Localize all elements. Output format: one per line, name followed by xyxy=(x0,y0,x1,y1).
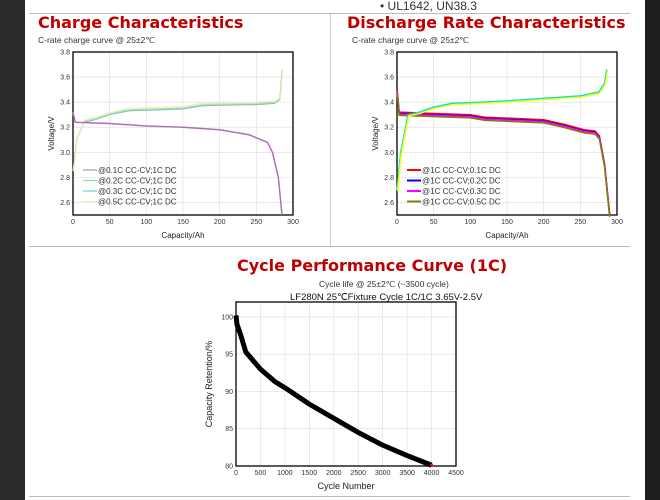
x-tick-label: 2500 xyxy=(350,470,366,477)
y-tick-label: 2.8 xyxy=(384,175,394,182)
x-axis-label: Cycle Number xyxy=(317,481,374,491)
discharge-title: Discharge Rate Characteristics xyxy=(347,13,626,32)
y-tick-label: 3.6 xyxy=(60,75,70,82)
y-tick-label: 100 xyxy=(221,314,233,321)
legend-label: @0.3C CC-CV;1C DC xyxy=(98,187,177,196)
plot-frame xyxy=(396,51,618,216)
cycle-title: Cycle Performance Curve (1C) xyxy=(237,256,508,275)
charge-title: Charge Characteristics xyxy=(38,13,244,32)
x-axis-label: Capacity/Ah xyxy=(485,231,528,240)
x-tick-label: 0 xyxy=(71,219,75,226)
x-tick-label: 100 xyxy=(140,219,152,226)
legend-label: @0.2C CC-CV;1C DC xyxy=(98,177,177,186)
series-line xyxy=(72,70,283,172)
y-tick-label: 3.2 xyxy=(60,125,70,132)
scrollbar-track[interactable] xyxy=(645,0,660,500)
y-tick-label: 3.6 xyxy=(384,75,394,82)
discharge-subtitle: C-rate charge curve @ 25±2℃ xyxy=(352,35,469,45)
x-tick-label: 4000 xyxy=(424,470,440,477)
y-axis-label: Voltage/V xyxy=(371,116,380,151)
y-tick-label: 3.8 xyxy=(384,50,394,57)
y-tick-label: 3.0 xyxy=(384,150,394,157)
y-axis-label: Voltage/V xyxy=(47,116,56,151)
legend-label: @0.1C CC-CV;1C DC xyxy=(98,166,177,175)
x-tick-label: 1500 xyxy=(302,470,318,477)
legend-label: @1C CC-CV;0.1C DC xyxy=(422,166,501,175)
y-axis-label: Capacity Retention/% xyxy=(204,341,214,428)
plot-frame xyxy=(72,51,294,216)
series-line xyxy=(396,70,609,192)
y-tick-label: 85 xyxy=(225,426,233,433)
y-tick-label: 3.4 xyxy=(384,100,394,107)
legend-label: @1C CC-CV;0.5C DC xyxy=(422,198,501,207)
divider xyxy=(29,496,630,497)
divider xyxy=(29,13,630,14)
series-line xyxy=(72,70,283,171)
charge-subtitle: C-rate charge curve @ 25±2℃ xyxy=(38,35,155,45)
cycle-plot-title: LF280N 25℃Fixture Cycle 1C/1C 3.65V-2.5V xyxy=(290,292,483,303)
legend-label: @0.5C CC-CV;1C DC xyxy=(98,198,177,207)
x-tick-label: 200 xyxy=(538,219,550,226)
x-tick-label: 2000 xyxy=(326,470,342,477)
x-tick-label: 4500 xyxy=(448,470,464,477)
series-line xyxy=(396,69,608,190)
y-tick-label: 2.6 xyxy=(60,200,70,207)
y-tick-label: 90 xyxy=(225,389,233,396)
y-tick-label: 80 xyxy=(225,464,233,471)
y-tick-label: 3.8 xyxy=(60,50,70,57)
y-tick-label: 3.0 xyxy=(60,150,70,157)
x-tick-label: 0 xyxy=(395,219,399,226)
divider xyxy=(330,14,331,246)
y-tick-label: 95 xyxy=(225,352,233,359)
x-axis-label: Capacity/Ah xyxy=(161,231,204,240)
x-tick-label: 300 xyxy=(611,219,623,226)
series-line xyxy=(233,315,433,468)
x-tick-label: 150 xyxy=(177,219,189,226)
x-tick-label: 300 xyxy=(287,219,299,226)
x-tick-label: 250 xyxy=(250,219,262,226)
end-point xyxy=(430,463,434,467)
y-tick-label: 3.4 xyxy=(60,100,70,107)
x-tick-label: 100 xyxy=(464,219,476,226)
y-tick-label: 2.8 xyxy=(60,175,70,182)
series-line xyxy=(72,69,283,170)
x-tick-label: 0 xyxy=(234,470,238,477)
plot-frame xyxy=(235,301,457,467)
x-tick-label: 150 xyxy=(501,219,513,226)
x-tick-label: 500 xyxy=(255,470,267,477)
x-tick-label: 1000 xyxy=(277,470,293,477)
x-tick-label: 50 xyxy=(106,219,114,226)
x-tick-label: 3000 xyxy=(375,470,391,477)
certification-note: • UL1642, UN38.3 xyxy=(380,0,477,13)
legend-label: @1C CC-CV;0.2C DC xyxy=(422,177,501,186)
divider xyxy=(29,246,630,247)
series-line xyxy=(73,68,284,169)
y-tick-label: 2.6 xyxy=(384,200,394,207)
x-tick-label: 200 xyxy=(214,219,226,226)
series-line xyxy=(396,91,611,217)
cycle-subtitle: Cycle life @ 25±2℃ (~3500 cycle) xyxy=(319,279,449,289)
series-line xyxy=(72,112,283,216)
legend-label: @1C CC-CV;0.3C DC xyxy=(422,187,501,196)
x-tick-label: 50 xyxy=(430,219,438,226)
x-tick-label: 3500 xyxy=(399,470,415,477)
y-tick-label: 3.2 xyxy=(384,125,394,132)
x-tick-label: 250 xyxy=(574,219,586,226)
